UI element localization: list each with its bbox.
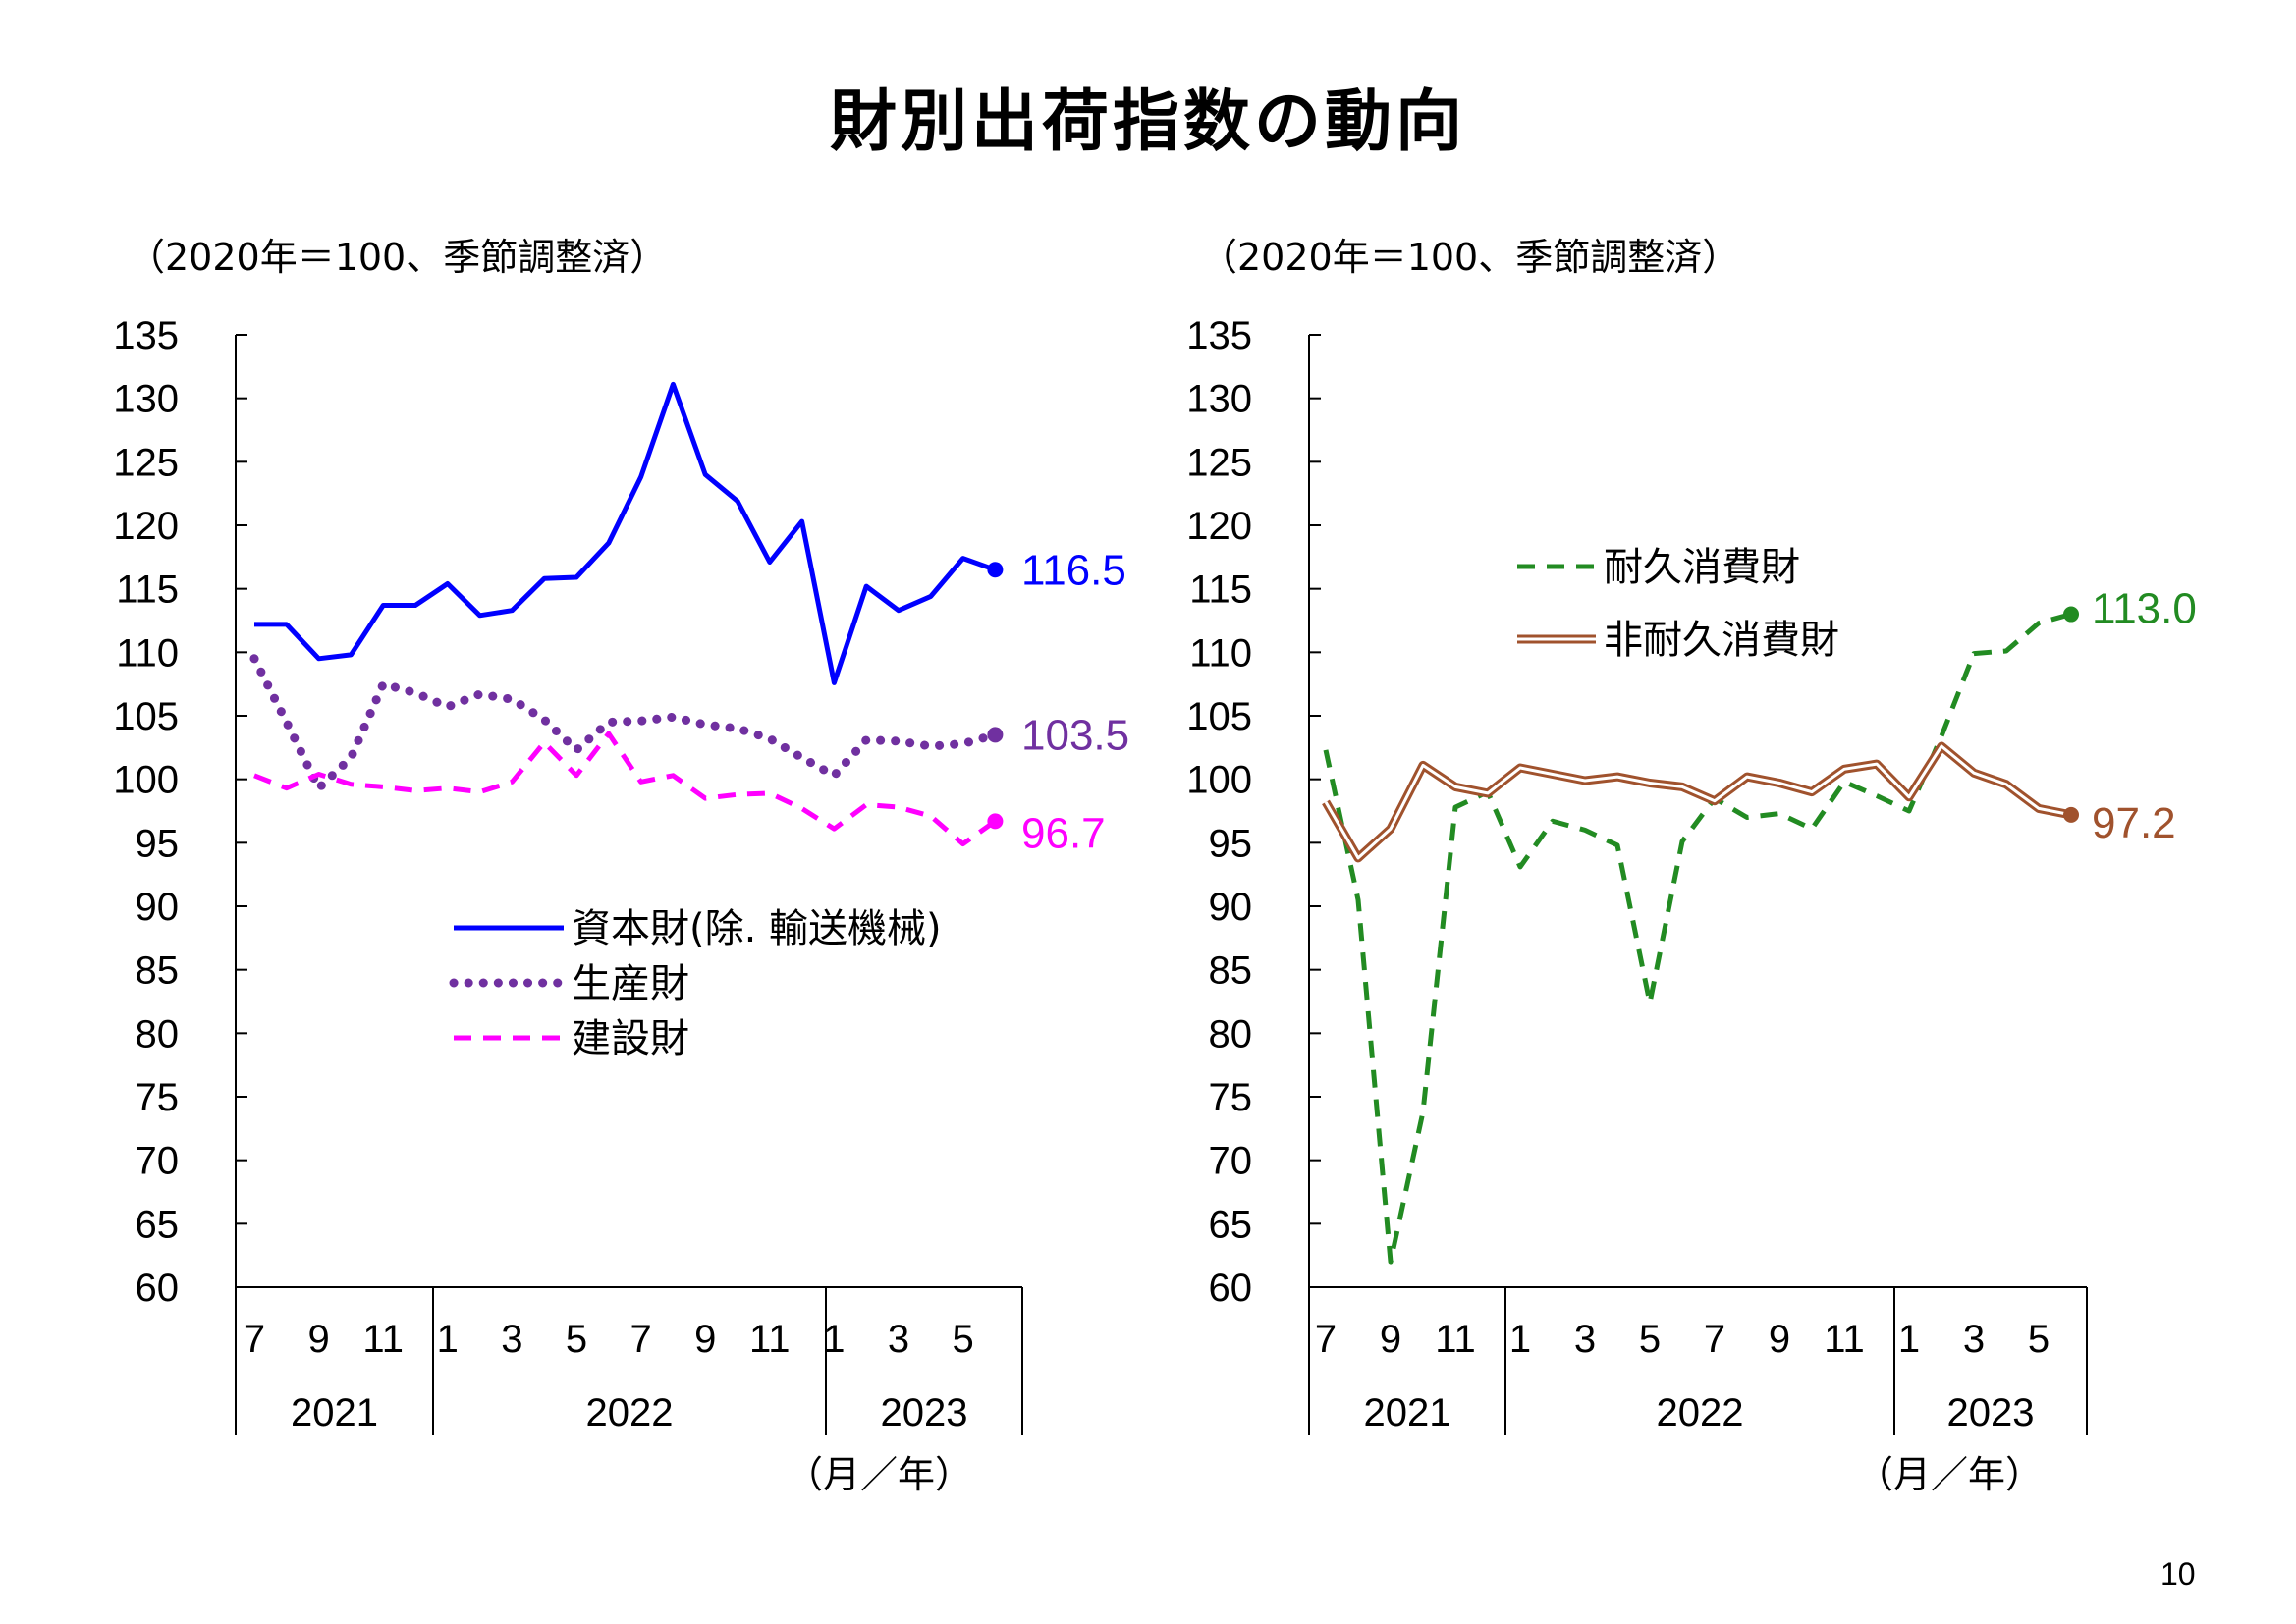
y-tick-label: 110 [116, 631, 179, 675]
unit-note: （2020年＝100、季節調整済） [1200, 236, 1739, 279]
y-tick-label: 105 [1186, 695, 1252, 738]
page-title: 財別出荷指数の動向 [829, 83, 1466, 161]
x-tick-label: 3 [1574, 1318, 1596, 1361]
y-tick-label: 60 [136, 1267, 180, 1310]
series-耐久消費財: 113.0 [1323, 585, 2197, 1265]
y-tick-label: 75 [136, 1076, 180, 1119]
unit-note: （2020年＝100、季節調整済） [128, 236, 667, 279]
x-tick-label: 5 [566, 1318, 587, 1361]
year-label: 2023 [881, 1391, 968, 1435]
year-label: 2022 [586, 1391, 674, 1435]
y-tick-label: 65 [1209, 1203, 1253, 1246]
y-tick-label: 110 [1189, 631, 1252, 675]
series-建設財: 96.7 [253, 731, 1106, 857]
legend-label: 生産財 [572, 961, 689, 1006]
series-line [249, 654, 1000, 793]
legend-label: 資本財(除. 輸送機械) [572, 906, 942, 951]
end-point-marker [987, 562, 1004, 578]
end-point-marker [2063, 806, 2079, 823]
y-tick-label: 125 [113, 441, 179, 484]
year-label: 2023 [1947, 1391, 2035, 1435]
y-tick-label: 80 [136, 1012, 180, 1056]
series-line-outer [1322, 741, 2072, 863]
y-tick-label: 90 [136, 886, 180, 929]
x-tick-label: 7 [1704, 1318, 1725, 1361]
x-tick-label: 9 [1769, 1318, 1790, 1361]
end-value-label: 96.7 [1021, 809, 1106, 857]
end-value-label: 97.2 [2092, 799, 2176, 847]
y-tick-label: 85 [136, 949, 180, 993]
y-tick-label: 70 [136, 1140, 180, 1183]
y-tick-label: 135 [1186, 314, 1252, 357]
series-line [1323, 612, 2072, 1265]
y-tick-label: 95 [1209, 822, 1253, 865]
series-資本財(除. 輸送機械): 116.5 [254, 381, 1126, 685]
x-tick-label: 7 [629, 1318, 651, 1361]
y-tick-label: 135 [113, 314, 179, 357]
x-tick-label: 1 [1898, 1318, 1920, 1361]
y-tick-label: 130 [1186, 378, 1252, 421]
y-tick-label: 60 [1209, 1267, 1253, 1310]
end-point-marker [2063, 606, 2079, 623]
end-point-marker [987, 813, 1004, 830]
y-tick-label: 100 [113, 759, 179, 802]
x-tick-label: 3 [501, 1318, 522, 1361]
x-tick-label: 5 [2028, 1318, 2050, 1361]
series-line [253, 731, 997, 847]
y-tick-label: 115 [116, 568, 179, 612]
end-point-marker [987, 727, 1004, 743]
y-tick-label: 115 [1189, 568, 1252, 612]
y-tick-label: 90 [1209, 886, 1253, 929]
x-tick-label: 9 [1380, 1318, 1401, 1361]
y-tick-label: 65 [136, 1203, 180, 1246]
y-tick-label: 70 [1209, 1140, 1253, 1183]
y-tick-label: 105 [113, 695, 179, 738]
x-tick-label: 9 [694, 1318, 716, 1361]
chart-1: （2020年＝100、季節調整済）13513012512011511010510… [113, 236, 1129, 1496]
y-tick-label: 100 [1186, 759, 1252, 802]
y-tick-label: 130 [113, 378, 179, 421]
x-tick-label: 3 [888, 1318, 909, 1361]
y-tick-label: 85 [1209, 949, 1253, 993]
page-number: 10 [2160, 1556, 2196, 1592]
x-tick-label: 11 [1824, 1318, 1865, 1361]
x-tick-label: 11 [362, 1318, 404, 1361]
series-line-inner [1324, 744, 2072, 860]
y-tick-label: 80 [1209, 1012, 1253, 1056]
y-tick-label: 120 [1186, 505, 1252, 548]
x-tick-label: 7 [1315, 1318, 1337, 1361]
y-tick-label: 75 [1209, 1076, 1253, 1119]
x-tick-label: 1 [823, 1318, 845, 1361]
y-tick-label: 125 [1186, 441, 1252, 484]
x-unit-label: （月／年） [1856, 1453, 2043, 1496]
year-label: 2021 [1364, 1391, 1451, 1435]
y-tick-label: 95 [136, 822, 180, 865]
series-line [254, 381, 997, 685]
end-value-label: 116.5 [1021, 546, 1126, 594]
legend-label: 建設財 [572, 1016, 689, 1061]
legend-label: 非耐久消費財 [1604, 618, 1839, 663]
x-tick-label: 11 [1435, 1318, 1476, 1361]
legend-label: 耐久消費財 [1604, 545, 1800, 590]
end-value-label: 113.0 [2092, 585, 2197, 633]
series-非耐久消費財: 97.2 [1322, 741, 2176, 863]
year-label: 2022 [1657, 1391, 1744, 1435]
x-tick-label: 9 [307, 1318, 329, 1361]
series-生産財: 103.5 [249, 654, 1129, 793]
x-tick-label: 11 [749, 1318, 791, 1361]
y-tick-label: 120 [113, 505, 179, 548]
x-unit-label: （月／年） [786, 1453, 972, 1496]
end-value-label: 103.5 [1021, 711, 1129, 759]
x-tick-label: 1 [1509, 1318, 1531, 1361]
x-tick-label: 5 [1639, 1318, 1661, 1361]
chart-2: （2020年＝100、季節調整済）13513012512011511010510… [1186, 236, 2197, 1496]
year-label: 2021 [291, 1391, 378, 1435]
x-tick-label: 7 [244, 1318, 265, 1361]
x-tick-label: 5 [952, 1318, 973, 1361]
x-tick-label: 3 [1963, 1318, 1985, 1361]
x-tick-label: 1 [437, 1318, 459, 1361]
